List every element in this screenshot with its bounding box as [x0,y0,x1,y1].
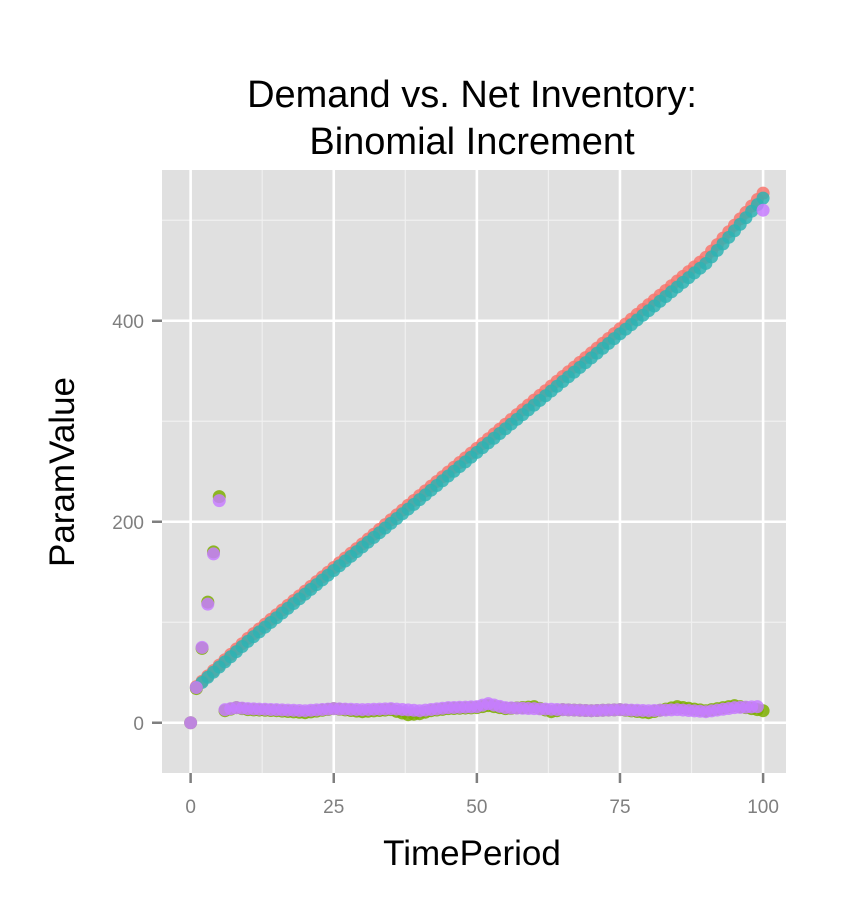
data-point [550,702,564,716]
chart-title-line-1: Demand vs. Net Inventory: [247,74,697,116]
data-point [224,702,238,716]
data-point [207,547,221,561]
data-point [235,639,249,653]
data-point [350,702,364,716]
data-point [189,681,203,695]
data-point [292,703,306,717]
data-point [579,356,593,370]
x-tick-label: 75 [609,797,630,818]
data-point [464,450,478,464]
data-point [350,545,364,559]
data-point [745,700,759,714]
data-points [184,186,770,730]
data-point [476,698,490,712]
chart-title-line-2: Binomial Increment [309,121,635,163]
y-tick-label: 200 [112,513,144,534]
data-point [722,701,736,715]
data-point [636,703,650,717]
data-point [212,494,226,508]
data-point [184,716,198,730]
data-point [292,592,306,606]
data-point [607,703,621,717]
data-point [579,703,593,717]
x-tick-label: 100 [747,797,779,818]
x-tick-label: 0 [185,797,196,818]
data-point [407,703,421,717]
data-point [235,701,249,715]
x-axis-title: TimePeriod [383,834,561,873]
data-point [464,700,478,714]
data-point [321,702,335,716]
x-tick-label: 25 [323,797,344,818]
x-tick-label: 50 [466,797,487,818]
plot-panel [162,170,786,773]
y-axis-title: ParamValue [43,377,82,567]
data-point [407,497,421,511]
y-tick-label: 400 [112,312,144,333]
axis-ticks: 0 25 50 75 100 0 200 400 [112,312,779,818]
y-tick-label: 0 [133,714,144,735]
data-point [693,261,707,275]
data-point [636,308,650,322]
data-point [264,702,278,716]
data-point [201,597,215,611]
data-point [195,640,209,654]
data-point [493,699,507,713]
data-point [693,704,707,718]
data-point [521,701,535,715]
data-point [378,702,392,716]
major-gridlines [162,170,786,773]
data-point [665,703,679,717]
data-point [436,701,450,715]
data-point [521,403,535,417]
data-point [607,332,621,346]
data-point [756,203,770,217]
